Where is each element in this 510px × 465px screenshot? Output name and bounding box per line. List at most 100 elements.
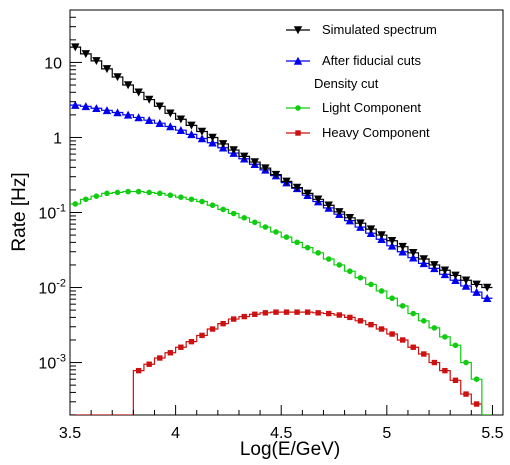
data-point (104, 190, 110, 197)
legend-label: Light Component (322, 100, 421, 115)
data-point (451, 276, 460, 285)
data-point (387, 241, 397, 250)
data-point (430, 261, 439, 270)
x-axis: 3.5 4 4.5 5 5.5 (59, 405, 504, 442)
data-point (187, 121, 196, 130)
data-point (178, 344, 184, 350)
x-tick-label: 5.5 (481, 425, 503, 442)
legend-marker (295, 130, 301, 136)
data-point (378, 288, 385, 294)
data-point (209, 326, 216, 332)
data-point (187, 130, 196, 139)
data-point (463, 359, 469, 366)
data-point (197, 127, 207, 136)
data-point (146, 189, 153, 196)
y-tick-label: 10-1 (38, 203, 66, 223)
y-tick-label: 1 (53, 130, 62, 147)
series-line (70, 46, 493, 289)
x-axis-title: Log(E/GeV) (240, 439, 340, 460)
data-point (188, 338, 195, 345)
data-point (303, 189, 312, 198)
y-tick-label: 10 (44, 55, 62, 72)
data-point (377, 231, 386, 240)
legend-marker (295, 105, 301, 111)
data-point (357, 318, 364, 324)
data-point (410, 310, 417, 317)
data-point (155, 118, 164, 127)
data-point (304, 244, 311, 251)
data-point (431, 325, 438, 331)
data-point (199, 198, 205, 205)
data-point (83, 196, 89, 203)
legend-entry-fiducial: After fiducial cuts (286, 53, 421, 68)
data-point (378, 326, 385, 332)
series-line (70, 190, 493, 415)
data-point (209, 202, 216, 209)
data-point (313, 195, 323, 204)
data-point (197, 134, 207, 143)
data-point (336, 262, 343, 268)
data-point (218, 140, 228, 149)
data-point (451, 271, 460, 280)
data-point (262, 224, 269, 230)
data-point (102, 65, 112, 74)
x-tick-label: 4 (171, 425, 180, 442)
data-point (230, 210, 237, 217)
data-point (419, 255, 428, 264)
data-point (409, 253, 418, 262)
data-point (410, 344, 416, 350)
data-point (208, 133, 217, 142)
legend-glyph (286, 130, 310, 136)
data-point (123, 81, 133, 90)
x-tick-label: 5 (382, 425, 391, 442)
data-point (250, 158, 260, 167)
data-point (472, 280, 481, 289)
series-3 (70, 309, 493, 415)
data-point (71, 43, 80, 52)
data-point (482, 283, 492, 292)
data-point (71, 100, 80, 109)
data-point (176, 115, 186, 124)
data-point (261, 164, 270, 173)
legend-entry-simulated: Simulated spectrum (286, 22, 437, 37)
data-point (208, 138, 217, 147)
data-point (304, 309, 311, 315)
data-point (315, 310, 321, 316)
data-point (240, 152, 249, 161)
data-point (230, 316, 237, 322)
data-point (357, 274, 364, 281)
y-tick-label: 10-3 (38, 353, 66, 373)
data-point (93, 193, 100, 199)
data-point (473, 376, 480, 383)
data-point (166, 122, 175, 131)
data-point (92, 104, 101, 113)
data-point (440, 266, 450, 275)
data-point (389, 295, 395, 302)
data-point (398, 247, 407, 256)
y-axis: 10-3 10-2 10-1 1 10 (38, 9, 82, 416)
data-point (113, 108, 122, 117)
data-point (482, 294, 492, 303)
data-point (273, 309, 279, 315)
data-point (472, 287, 481, 296)
data-point (146, 361, 152, 367)
legend-marker (293, 26, 303, 35)
data-point (282, 177, 291, 186)
legend-glyph (286, 56, 310, 65)
data-point (135, 367, 142, 374)
x-tick-label: 4.5 (270, 425, 292, 442)
data-point (123, 110, 133, 119)
series-2 (70, 188, 493, 415)
data-point (294, 239, 300, 246)
data-point (167, 350, 174, 356)
data-point (229, 146, 238, 155)
data-point (220, 320, 226, 327)
data-point (452, 377, 459, 384)
data-point (368, 321, 374, 328)
y-axis-title: Rate [Hz] (9, 172, 30, 251)
data-point (102, 106, 112, 115)
data-point (420, 318, 427, 324)
data-point (271, 170, 281, 179)
data-point (325, 256, 332, 262)
data-point (167, 192, 174, 199)
